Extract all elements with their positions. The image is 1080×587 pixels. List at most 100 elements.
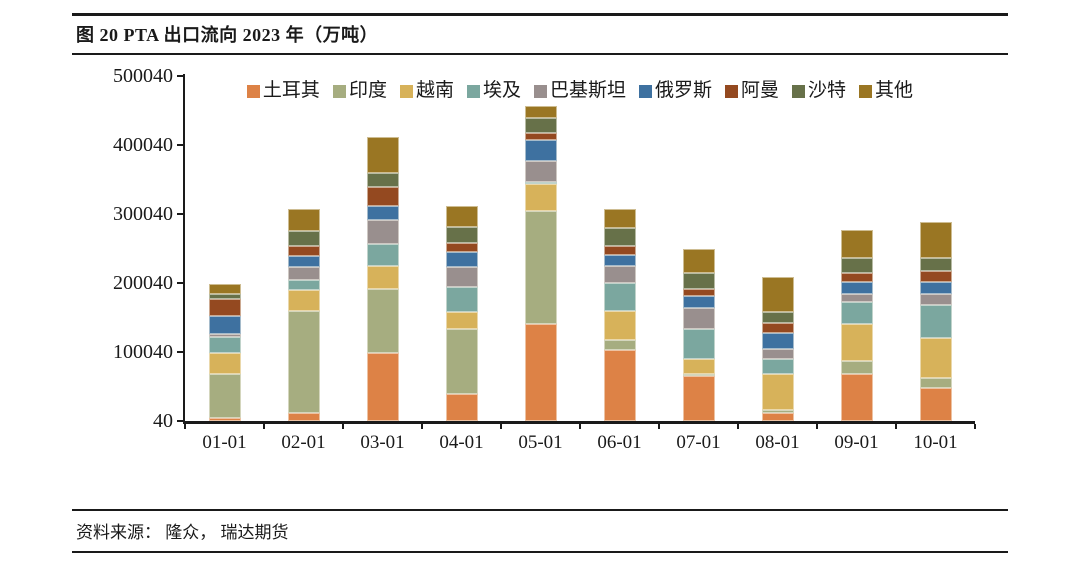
legend-label: 俄罗斯	[655, 80, 713, 101]
bar-segment	[603, 265, 636, 284]
bar-segment	[682, 375, 715, 421]
bar-segment	[840, 229, 873, 258]
bar-segment	[524, 117, 557, 133]
bar-segment	[603, 245, 636, 256]
x-tick-mark	[579, 424, 581, 429]
y-tick-mark	[177, 75, 183, 77]
x-tick-label: 09-01	[834, 432, 879, 453]
source-note: 资料来源： 隆众， 瑞达期货	[76, 523, 289, 542]
bar-segment	[208, 315, 241, 335]
legend-label: 其他	[875, 80, 914, 101]
legend-label: 沙特	[808, 80, 847, 101]
bar-segment	[287, 413, 320, 421]
y-tick-mark	[177, 282, 183, 284]
bar-segment	[366, 266, 399, 289]
bar-segment	[445, 243, 478, 253]
bar-segment	[524, 160, 557, 183]
bar-segment	[445, 312, 478, 329]
bar-segment	[761, 311, 794, 323]
legend-label: 巴基斯坦	[549, 80, 626, 101]
bar-segment	[524, 184, 557, 211]
bar-segment	[603, 310, 636, 340]
x-tick-label: 01-01	[202, 432, 247, 453]
y-tick-label: 200040	[113, 272, 173, 294]
bar-segment	[445, 286, 478, 313]
source-note-block: 资料来源： 隆众， 瑞达期货	[72, 509, 1008, 553]
bar-segment	[287, 290, 320, 311]
bar-segment	[603, 339, 636, 350]
bar-segment	[445, 394, 478, 421]
bar-segment	[287, 310, 320, 414]
legend-swatch-icon	[792, 84, 806, 98]
plot-area	[185, 76, 975, 421]
bar-segment	[445, 266, 478, 287]
bar-segment	[840, 324, 873, 361]
bar-segment	[366, 219, 399, 244]
bar-segment	[682, 288, 715, 297]
stacked-bar	[919, 221, 952, 421]
x-tick-label: 07-01	[676, 432, 721, 453]
x-tick-mark	[658, 424, 660, 429]
bar-segment	[840, 301, 873, 325]
bar-segment	[761, 374, 794, 410]
bar-segment	[603, 208, 636, 228]
legend-swatch-icon	[639, 84, 652, 98]
bar-segment	[287, 267, 320, 280]
y-tick-label: 500040	[113, 65, 173, 87]
x-tick-mark	[816, 424, 818, 429]
bar-segment	[366, 172, 399, 187]
bar-segment	[919, 270, 952, 282]
bar-segment	[682, 373, 715, 376]
x-tick-label: 10-01	[913, 432, 958, 453]
bar-segment	[287, 209, 320, 231]
legend-item: 俄罗斯	[639, 80, 712, 102]
bar-segment	[840, 360, 873, 375]
bar-segment	[524, 210, 557, 324]
bar-segment	[366, 288, 399, 354]
y-tick-mark	[177, 213, 183, 215]
y-tick-label: 300040	[113, 203, 173, 225]
y-tick-mark	[177, 144, 183, 146]
stacked-bar	[840, 229, 873, 421]
bar-segment	[366, 206, 399, 220]
bar-segment	[287, 230, 320, 247]
legend-item: 阿曼	[725, 80, 779, 102]
figure-title-block: 图 20 PTA 出口流向 2023 年（万吨）	[72, 13, 1008, 55]
x-tick-mark	[184, 424, 186, 429]
legend-swatch-icon	[533, 84, 547, 98]
bar-segment	[366, 353, 399, 421]
stacked-bar	[287, 209, 320, 421]
bar-segment	[524, 323, 557, 421]
bar-segment	[919, 221, 952, 259]
legend-swatch-icon	[246, 84, 260, 98]
bar-segment	[919, 281, 952, 294]
bar-segment	[919, 387, 952, 421]
x-tick-mark	[263, 424, 265, 429]
y-tick-mark	[177, 351, 183, 353]
legend-swatch-icon	[466, 84, 480, 98]
stacked-bar	[682, 249, 715, 421]
stacked-bar	[761, 277, 794, 421]
x-tick-label: 04-01	[439, 432, 484, 453]
x-tick-label: 05-01	[518, 432, 563, 453]
legend-item: 其他	[859, 80, 913, 102]
x-tick-label: 06-01	[597, 432, 642, 453]
legend-swatch-icon	[859, 84, 873, 98]
stacked-bar	[208, 284, 241, 421]
bar-segment	[603, 349, 636, 421]
bar-segment	[761, 277, 794, 312]
bar-segment	[840, 294, 873, 302]
legend-swatch-icon	[725, 84, 739, 98]
x-tick-label: 02-01	[281, 432, 326, 453]
x-tick-mark	[895, 424, 897, 429]
bar-segment	[366, 243, 399, 267]
bar-segment	[761, 409, 794, 414]
legend-item: 印度	[332, 80, 387, 102]
legend-label: 埃及	[482, 80, 521, 101]
stacked-bar	[603, 208, 636, 421]
bar-segment	[287, 279, 320, 291]
bar-segment	[445, 205, 478, 228]
bar-segment	[287, 256, 320, 268]
bar-segment	[208, 284, 241, 295]
